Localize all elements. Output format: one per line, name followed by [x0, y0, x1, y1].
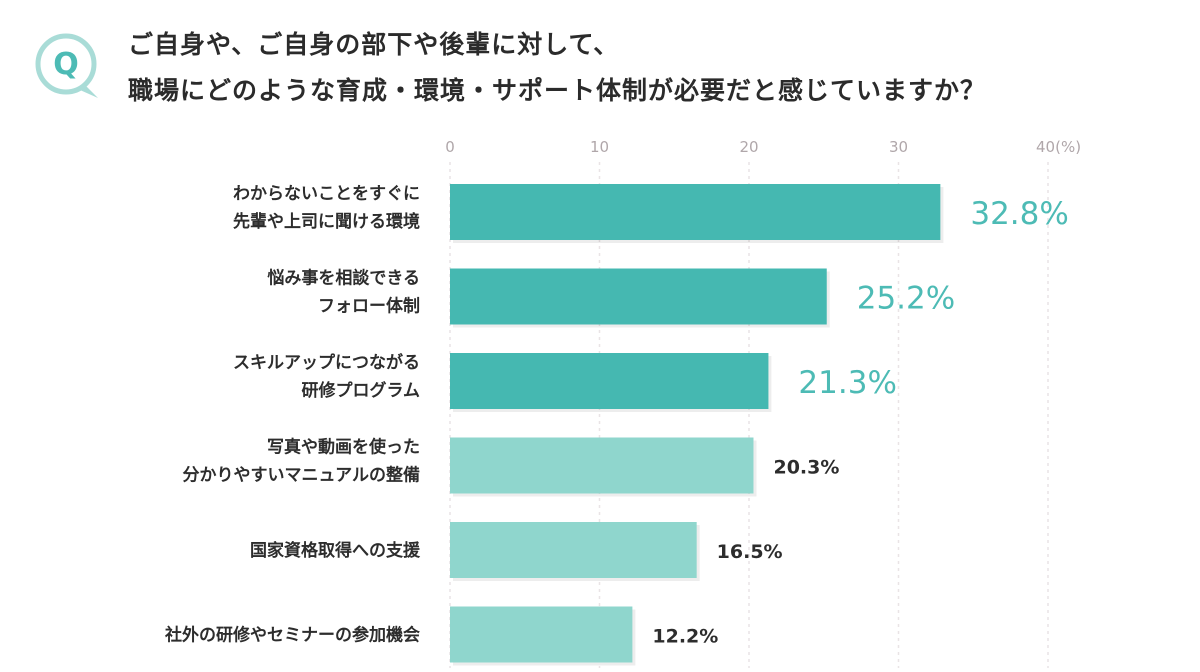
category-label: 国家資格取得への支援 [250, 540, 421, 561]
question-badge-ring [35, 33, 97, 95]
x-tick-label: 0 [445, 138, 455, 156]
category-label: 先輩や上司に聞ける環境 [233, 211, 420, 232]
data-label: 16.5% [717, 541, 783, 563]
question-badge-tail [80, 84, 98, 98]
category-label: 悩み事を相談できる [267, 268, 420, 289]
x-tick-label: 10 [590, 138, 609, 156]
category-label: フォロー体制 [318, 296, 420, 317]
data-label: 21.3% [798, 365, 896, 401]
x-tick-label: 30 [889, 138, 908, 156]
question-title: ご自身や、ご自身の部下や後輩に対して、 職場にどのような育成・環境・サポート体制… [128, 22, 1188, 114]
question-badge: Q [35, 33, 98, 98]
category-label: わからないことをすぐに [233, 184, 420, 204]
category-label: 分かりやすいマニュアルの整備 [183, 465, 421, 486]
data-label: 12.2% [652, 626, 718, 648]
x-tick-label: 20 [739, 138, 758, 156]
category-label: 研修プログラム [302, 380, 421, 401]
question-badge-letter: Q [53, 47, 79, 82]
bar [450, 268, 827, 325]
category-label: 写真や動画を使った [267, 437, 420, 458]
question-title-line-2: 職場にどのような育成・環境・サポート体制が必要だと感じていますか？ [128, 76, 987, 105]
question-title-line-1: ご自身や、ご自身の部下や後輩に対して、 [128, 30, 620, 59]
x-tick-label: 40(%) [1036, 138, 1081, 156]
bar [450, 437, 754, 494]
bar [450, 606, 633, 663]
bar [450, 522, 697, 578]
bar [450, 353, 769, 409]
bar [450, 184, 941, 240]
data-label: 32.8% [970, 196, 1068, 232]
data-label: 20.3% [773, 457, 839, 479]
category-label: 社外の研修やセミナーの参加機会 [164, 625, 420, 646]
data-label: 25.2% [857, 281, 955, 317]
category-label: スキルアップにつながる [233, 352, 420, 373]
